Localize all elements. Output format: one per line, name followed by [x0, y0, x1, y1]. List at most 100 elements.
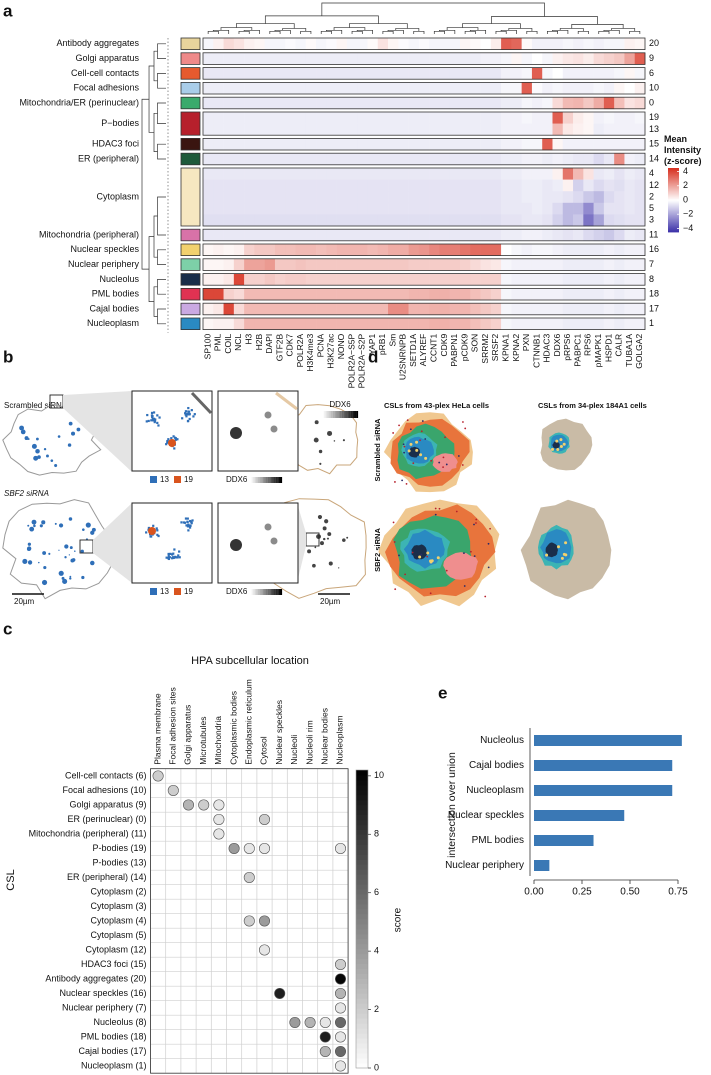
- heatmap-cell: [573, 273, 584, 286]
- heatmap-cell: [367, 52, 379, 65]
- heatmap-cell: [316, 38, 327, 50]
- colorbar-step: [668, 221, 679, 223]
- heatmap-cell: [634, 214, 646, 227]
- pixel: [184, 410, 188, 413]
- channel-bar: [266, 477, 268, 483]
- heatmap-cell: [295, 229, 307, 242]
- heatmap-cell: [449, 67, 461, 80]
- heatmap-cell: [624, 52, 636, 65]
- granule: [392, 432, 395, 434]
- heatmap-cell: [408, 258, 420, 271]
- granule: [398, 554, 400, 557]
- pixel: [174, 438, 178, 441]
- granule: [402, 443, 405, 446]
- channel-bar: [267, 589, 270, 595]
- heatmap-cell: [305, 138, 317, 151]
- granule: [58, 523, 64, 528]
- heatmap-cell: [480, 318, 492, 330]
- heatmap-cell: [233, 179, 245, 192]
- colorbar-step: [668, 184, 679, 186]
- dendrogram: [220, 27, 253, 31]
- x-tick-label: SETD1A: [408, 333, 418, 366]
- granule: [69, 546, 73, 549]
- heatmap-cell: [203, 168, 214, 180]
- heatmap-cell: [490, 168, 502, 180]
- heatmap-cell: [316, 288, 327, 301]
- score-dot: [183, 799, 195, 811]
- granule: [434, 513, 437, 516]
- heatmap-cell: [244, 179, 255, 192]
- heatmap-cell: [542, 303, 553, 316]
- channel-bar: [338, 411, 341, 418]
- zoom-cone: [297, 503, 306, 583]
- heatmap-cell: [285, 38, 296, 50]
- dendrogram: [559, 28, 584, 32]
- granule: [430, 459, 433, 462]
- heatmap-cell: [583, 168, 594, 180]
- heatmap-cell: [470, 138, 481, 151]
- heatmap-cell: [439, 303, 450, 316]
- heatmap-cell: [490, 229, 502, 242]
- channel-bar: [269, 477, 271, 483]
- colorbar-step: [668, 206, 679, 208]
- colorbar-step: [356, 784, 368, 791]
- colorbar-step: [356, 824, 368, 830]
- heatmap-cell: [552, 229, 564, 242]
- pixel: [167, 552, 170, 556]
- heatmap-cell: [377, 202, 389, 215]
- heatmap-cell: [573, 38, 584, 50]
- dendrogram: [491, 16, 598, 25]
- heatmap-cell: [398, 52, 409, 65]
- granule: [429, 592, 432, 595]
- colorbar-step: [668, 181, 679, 183]
- group-swatch: [180, 152, 201, 166]
- colorbar-step: [668, 215, 679, 217]
- row-id-label: 0: [649, 97, 654, 107]
- heatmap-cell: [213, 288, 224, 301]
- speckle: [559, 445, 563, 449]
- heatmap-cell: [367, 179, 379, 192]
- heatmap-cell: [223, 67, 235, 80]
- heatmap-cell: [398, 202, 409, 215]
- heatmap-cell: [264, 112, 276, 124]
- group-label: Nucleolus: [99, 274, 139, 284]
- heatmap-cell: [470, 168, 481, 180]
- pixel: [169, 552, 172, 555]
- heatmap-cell: [285, 52, 296, 65]
- heatmap-cell: [357, 229, 368, 242]
- heatmap-cell: [274, 112, 286, 124]
- heatmap-cell: [603, 273, 615, 286]
- channel-bar: [354, 411, 357, 418]
- heatmap-cell: [357, 258, 368, 271]
- heatmap-cell: [388, 168, 399, 180]
- heatmap-cell: [614, 191, 625, 204]
- colorbar-label: 2: [683, 180, 688, 190]
- granule: [487, 542, 490, 545]
- heatmap-cell: [449, 168, 461, 180]
- heatmap-cell: [470, 67, 481, 80]
- heatmap-cell: [377, 288, 389, 301]
- row-id-label: 11: [649, 229, 658, 239]
- y-tick-label: Nucleolus: [480, 735, 524, 746]
- heatmap-cell: [367, 229, 379, 242]
- outline-edge: [190, 391, 213, 415]
- heatmap-cell: [573, 112, 584, 124]
- heatmap-cell: [501, 52, 512, 65]
- pixel: [168, 556, 171, 559]
- granule: [461, 464, 464, 466]
- heatmap-cell: [459, 179, 471, 192]
- heatmap-cell: [603, 318, 615, 330]
- heatmap-cell: [501, 258, 512, 271]
- heatmap-cell: [285, 67, 296, 80]
- heatmap-cell: [295, 52, 307, 65]
- heatmap-cell: [305, 258, 317, 271]
- score-dot: [167, 784, 179, 796]
- dendrogram: [153, 286, 158, 317]
- heatmap-cell: [439, 52, 450, 65]
- heatmap-cell: [367, 191, 379, 204]
- colorbar-step: [356, 1013, 368, 1019]
- heatmap-cell: [213, 97, 224, 110]
- heatmap-cell: [501, 138, 512, 151]
- heatmap-cell: [542, 67, 553, 80]
- heatmap-cell: [233, 112, 245, 124]
